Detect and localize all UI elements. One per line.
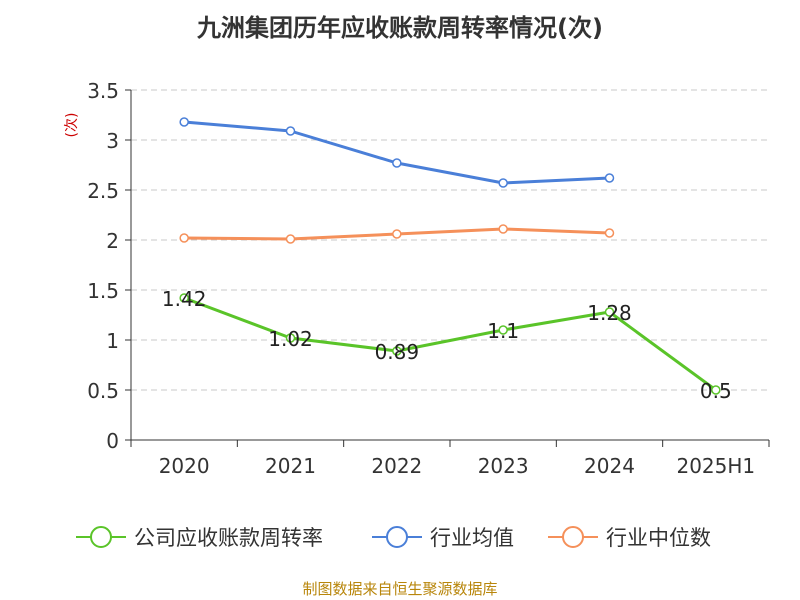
data-point [179,293,189,303]
data-label: 1.42 [162,287,207,311]
legend-label: 行业中位数 [606,526,711,550]
x-tick-label: 2022 [371,454,422,478]
data-point [392,229,402,239]
data-label: 0.5 [700,379,732,403]
data-point [498,224,508,234]
data-labels: 1.42 1.02 0.89 1.1 1.28 0.5 [162,287,732,403]
data-point [711,385,721,395]
y-tick-label: 1.5 [87,279,119,303]
chart-title: 九洲集团历年应收账款周转率情况(次) [197,14,603,42]
series-layer [179,117,721,395]
legend-marker [90,526,112,548]
legend: 公司应收账款周转率 行业均值 行业中位数 [76,526,711,550]
data-point [498,178,508,188]
x-tick-label: 2020 [159,454,210,478]
y-axis-label: (次) [64,113,80,138]
legend-item: 行业中位数 [548,526,711,550]
legend-label: 行业均值 [430,526,514,550]
legend-item: 行业均值 [372,526,514,550]
data-point [604,307,615,317]
y-tick-label: 0.5 [87,379,119,403]
y-tick-label: 1 [106,329,119,353]
legend-marker [386,526,408,548]
data-point [498,325,508,335]
legend-marker [562,526,584,548]
data-point [285,234,296,244]
axes: 0 0.5 1 1.5 2 2.5 3 3.5 2020 2021 2022 2023 2024 2025… [64,79,770,478]
data-point [604,228,615,238]
data-label: 1.1 [487,319,519,343]
data-label: 1.02 [268,327,313,351]
data-point [604,173,615,183]
legend-label: 公司应收账款周转率 [134,526,323,550]
data-label: 0.89 [375,340,420,364]
y-tick-label: 2 [106,229,119,253]
x-tick-label: 2021 [265,454,316,478]
series-line [183,296,717,392]
series-line [184,120,610,185]
data-point [392,158,402,168]
data-point [285,333,296,343]
grid-lines [131,89,769,391]
x-tick-label: 2025H1 [676,454,755,478]
data-source-note: 制图数据来自恒生聚源数据库 [302,580,498,598]
data-label: 1.28 [587,301,632,325]
y-tick-label: 3 [106,129,119,153]
x-tick-label: 2024 [584,454,635,478]
legend-item: 公司应收账款周转率 [76,526,323,550]
data-point [392,346,402,356]
x-tick-label: 2023 [478,454,529,478]
data-point [285,126,296,136]
y-tick-label: 2.5 [87,179,119,203]
y-tick-label: 0 [106,429,119,453]
y-tick-label: 3.5 [87,79,119,103]
data-point [179,117,189,127]
data-point [179,233,189,243]
